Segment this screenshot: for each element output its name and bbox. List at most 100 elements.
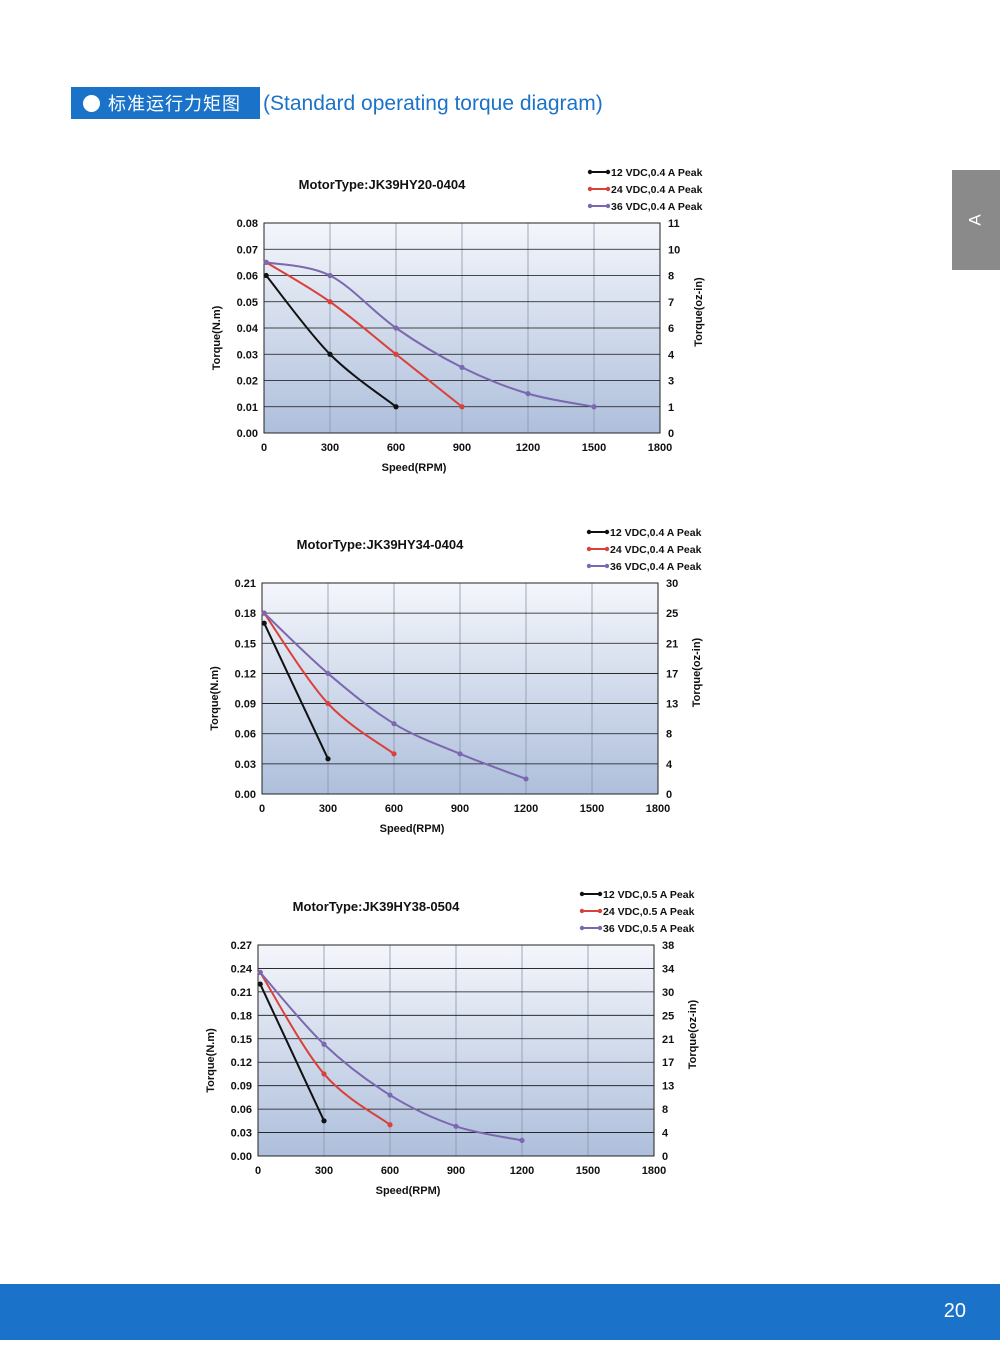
y-tick-label: 0.05 bbox=[237, 297, 258, 309]
y-tick-label: 0.12 bbox=[235, 668, 256, 680]
y2-tick-label: 21 bbox=[666, 638, 678, 650]
data-point bbox=[321, 1071, 327, 1077]
y-tick-label: 0.00 bbox=[235, 789, 256, 801]
legend-marker bbox=[597, 891, 603, 897]
y2-tick-label: 13 bbox=[666, 699, 678, 711]
y2-tick-label: 30 bbox=[666, 578, 678, 590]
side-tab[interactable]: A bbox=[952, 170, 1000, 270]
data-point bbox=[387, 1092, 393, 1098]
x-tick-label: 1200 bbox=[510, 1165, 534, 1177]
data-point bbox=[387, 1122, 393, 1128]
data-point bbox=[261, 610, 267, 616]
y2-tick-label: 17 bbox=[666, 668, 678, 680]
legend-label: 12 VDC,0.5 A Peak bbox=[603, 889, 695, 901]
y-tick-label: 0.06 bbox=[237, 271, 258, 283]
x-tick-label: 600 bbox=[381, 1165, 399, 1177]
y2-axis-label: Torque(oz-in) bbox=[693, 277, 705, 347]
x-tick-label: 1500 bbox=[576, 1165, 600, 1177]
y-tick-label: 0.03 bbox=[237, 349, 258, 361]
legend-label: 36 VDC,0.4 A Peak bbox=[610, 561, 702, 573]
data-point bbox=[261, 620, 267, 626]
section-title-en: (Standard operating torque diagram) bbox=[263, 92, 603, 115]
y2-axis-label: Torque(oz-in) bbox=[691, 637, 703, 707]
data-point bbox=[325, 700, 331, 707]
y2-tick-label: 8 bbox=[668, 271, 674, 283]
x-tick-label: 600 bbox=[387, 442, 405, 454]
y2-tick-label: 8 bbox=[666, 729, 672, 741]
y-tick-label: 0.01 bbox=[237, 402, 258, 414]
y-tick-label: 0.06 bbox=[235, 729, 256, 741]
y2-tick-label: 25 bbox=[666, 608, 678, 620]
chart-svg: 0 300 600 900 1200 1500 18000.000.030.060.090.… bbox=[205, 889, 699, 1197]
legend-marker bbox=[586, 563, 592, 569]
series-line bbox=[265, 261, 595, 408]
section-title-cn: 标准运行力矩图 bbox=[108, 94, 241, 115]
legend-label: 36 VDC,0.5 A Peak bbox=[603, 923, 695, 935]
data-point bbox=[325, 670, 331, 677]
data-point bbox=[321, 1041, 327, 1047]
y-tick-label: 0.00 bbox=[231, 1151, 252, 1163]
y-tick-label: 0.15 bbox=[231, 1034, 252, 1046]
x-tick-label: 0 bbox=[261, 442, 267, 454]
x-tick-label: 300 bbox=[315, 1165, 333, 1177]
x-axis-label: Speed(RPM) bbox=[382, 462, 447, 474]
y-tick-label: 0.27 bbox=[231, 940, 252, 952]
y-tick-label: 0.21 bbox=[231, 987, 252, 999]
y2-tick-label: 34 bbox=[662, 963, 675, 975]
x-tick-label: 900 bbox=[447, 1165, 465, 1177]
data-point bbox=[325, 756, 331, 762]
y2-tick-label: 7 bbox=[668, 297, 674, 309]
y-axis-label: Torque(N.m) bbox=[211, 305, 223, 370]
chart-svg: 0 300 600 900 1200 1500 1800 0.00 0.01 0.02 0.03 0.… bbox=[211, 167, 705, 474]
y-tick-label: 0.08 bbox=[237, 218, 258, 230]
data-point bbox=[525, 391, 531, 397]
data-point bbox=[391, 751, 397, 757]
y2-tick-label: 38 bbox=[662, 940, 674, 952]
y2-tick-label: 0 bbox=[666, 789, 672, 801]
y-tick-label: 0.04 bbox=[237, 323, 259, 335]
data-point bbox=[321, 1118, 327, 1124]
series-line bbox=[259, 983, 325, 1122]
footer-bar: 20 bbox=[0, 1284, 1000, 1340]
legend-marker bbox=[587, 169, 593, 175]
x-tick-label: 1800 bbox=[646, 803, 670, 815]
y2-axis-label: Torque(oz-in) bbox=[687, 999, 699, 1069]
x-tick-label: 0 bbox=[255, 1165, 261, 1177]
data-point bbox=[263, 272, 269, 279]
series-line bbox=[265, 261, 463, 408]
legend-marker bbox=[597, 908, 603, 914]
y2-tick-label: 6 bbox=[668, 323, 674, 335]
y2-tick-label: 11 bbox=[668, 218, 680, 230]
y-tick-label: 0.12 bbox=[231, 1057, 252, 1069]
data-point bbox=[453, 1123, 459, 1129]
y2-tick-label: 4 bbox=[662, 1128, 669, 1140]
y-tick-label: 0.21 bbox=[235, 578, 256, 590]
y2-tick-label: 3 bbox=[668, 376, 674, 388]
page-number: 20 bbox=[943, 1300, 966, 1322]
data-point bbox=[523, 776, 529, 782]
plot-border bbox=[261, 582, 659, 795]
y2-tick-label: 0 bbox=[662, 1151, 668, 1163]
y-tick-label: 0.18 bbox=[235, 608, 256, 620]
y2-tick-label: 4 bbox=[668, 349, 675, 361]
legend-marker bbox=[604, 529, 610, 535]
legend-marker bbox=[604, 563, 610, 569]
legend-marker bbox=[586, 529, 592, 535]
y-tick-label: 0.02 bbox=[237, 376, 258, 388]
x-tick-label: 1800 bbox=[642, 1165, 666, 1177]
x-tick-label: 1200 bbox=[514, 803, 538, 815]
y-tick-label: 0.18 bbox=[231, 1010, 252, 1022]
data-point bbox=[327, 299, 333, 305]
y-tick-label: 0.03 bbox=[235, 759, 256, 771]
x-tick-label: 300 bbox=[319, 803, 337, 815]
y-tick-label: 0.15 bbox=[235, 638, 256, 650]
data-point bbox=[327, 272, 333, 279]
legend-label: 36 VDC,0.4 A Peak bbox=[611, 201, 703, 213]
y2-tick-label: 8 bbox=[662, 1104, 668, 1116]
torque-chart-1: 0 300 600 900 1200 1500 1800 0.00 0.01 0.02 0.03 0.… bbox=[0, 160, 1000, 490]
data-point bbox=[393, 325, 399, 331]
series-line bbox=[263, 622, 329, 760]
torque-chart-2: 0 300 600 900 1200 1500 1800 0.00 0.03 0.06 0.09 0.… bbox=[0, 520, 1000, 850]
torque-chart-3: 0 300 600 900 1200 1500 1800 0.00 0.03 0.06 0.09 0.… bbox=[0, 882, 1000, 1212]
legend-marker bbox=[579, 891, 585, 897]
